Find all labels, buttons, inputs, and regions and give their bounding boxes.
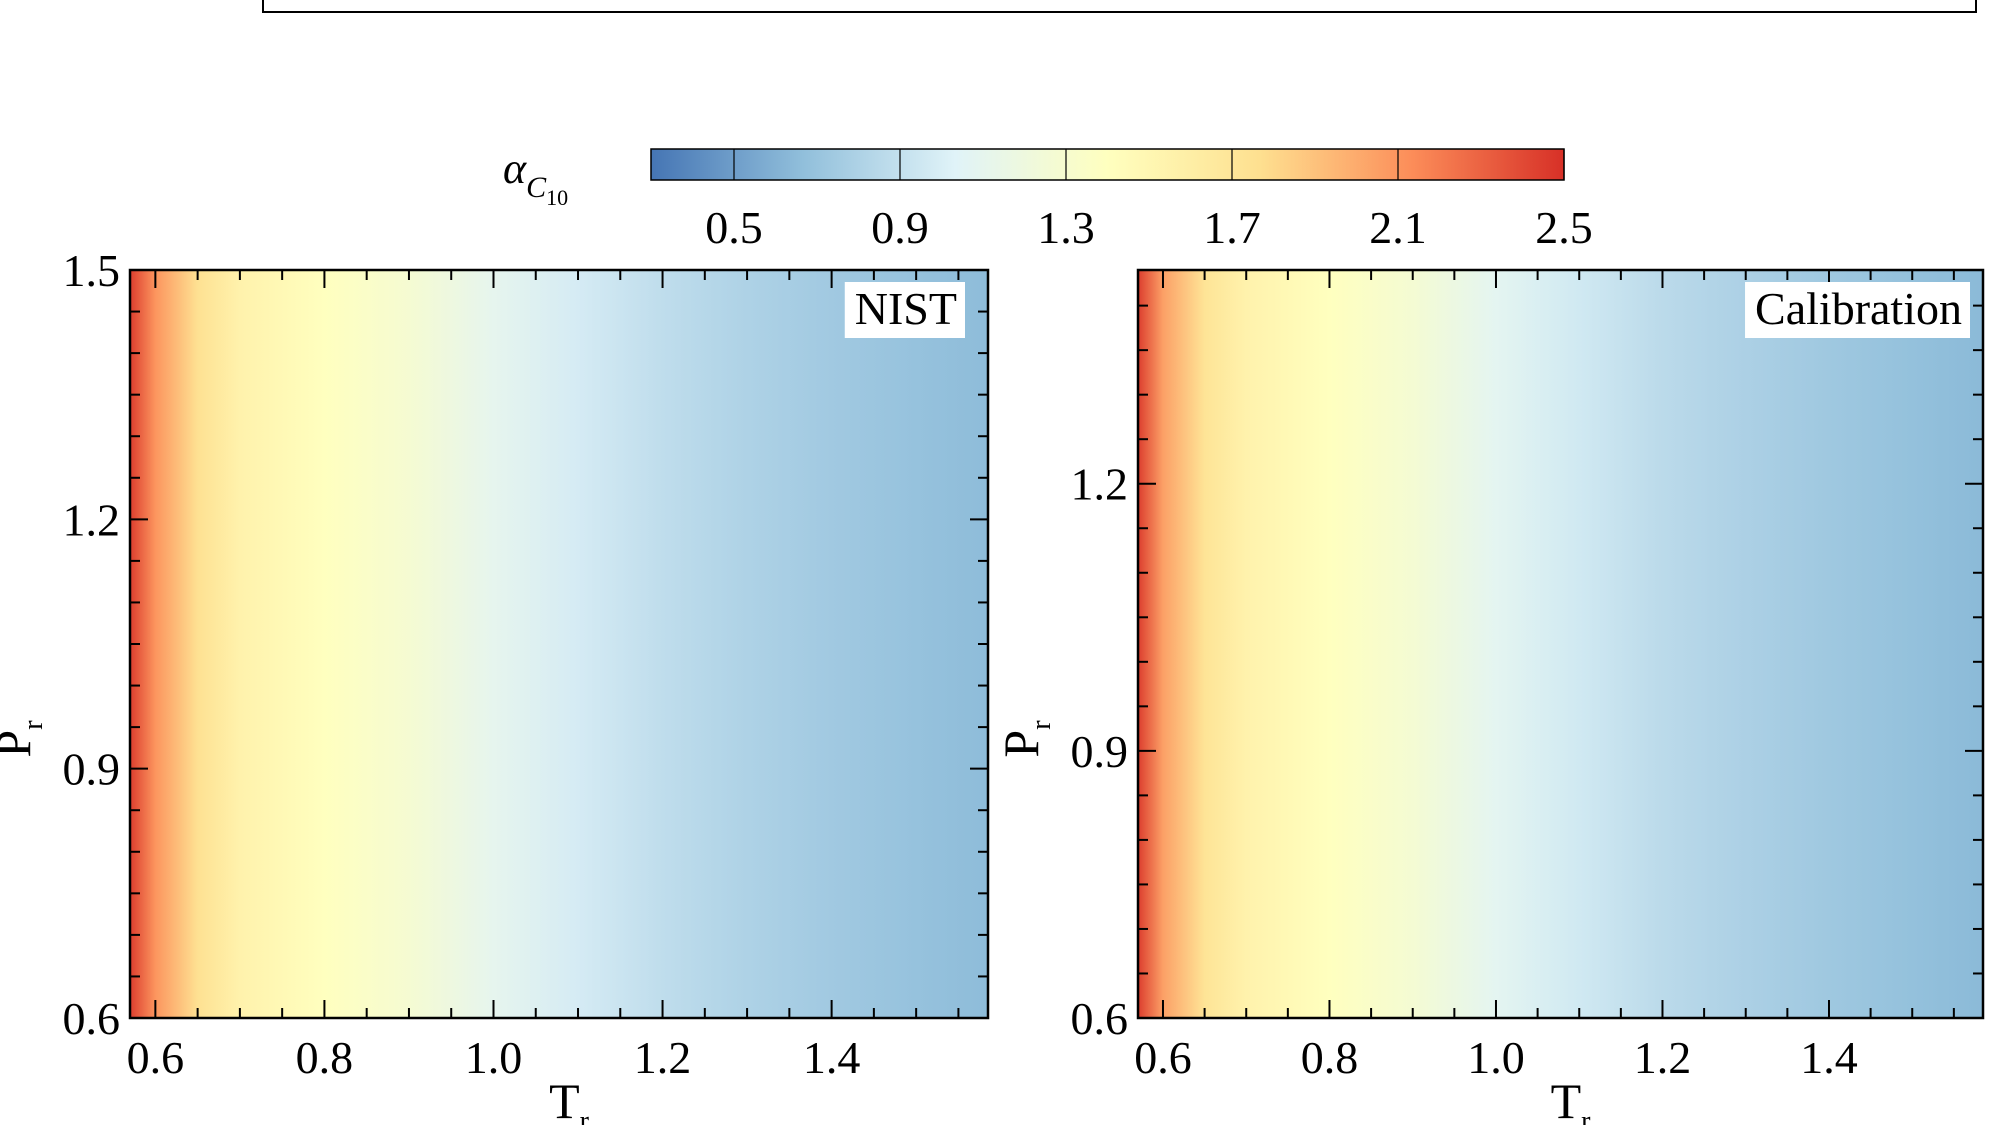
x-tick-label: 0.6 [127,1032,185,1083]
y-tick-label: 0.9 [63,744,121,795]
panel-label-box [1745,282,1970,338]
panel-label: NIST [855,283,957,334]
heatmap-panel-calibration: 0.6 0.8 1.0 1.2 1.40.60.91.2 Calibration Tr … [993,268,1985,1125]
y-tick-label: 0.9 [1071,726,1129,777]
axis-ticks: 0.6 0.8 1.0 1.2 1.4 0.6 0.9 1.2 1.5 [63,245,988,1083]
x-tick-label: 0.6 [1134,1032,1192,1083]
y-tick-label: 0.6 [63,993,121,1044]
x-tick-label: 1.0 [1467,1032,1525,1083]
top-frame [262,0,1977,13]
x-axis-label: Tr [549,1073,590,1125]
colorbar-tick-label: 1.3 [1037,202,1095,253]
x-tick-label: 1.4 [803,1032,861,1083]
colorbar-tick-label: 1.7 [1203,202,1261,253]
axis-ticks: 0.6 0.8 1.0 1.2 1.4 0.6 0.9 1.2 [1071,270,1983,1083]
colorbar-gradient [650,148,1565,181]
panel-label: Calibration [1755,283,1962,334]
colorbar-tick-label: 0.5 [705,202,763,253]
x-tick-label: 0.8 [1301,1032,1359,1083]
y-tick-label: 1.5 [63,245,121,296]
panel-label-box [844,282,965,338]
x-tick-label: 0.8 [296,1032,354,1083]
heatmap-field [1138,270,1983,1018]
colorbar-ticks: 0.5 0.9 1.3 1.7 2.1 2.5 [705,149,1593,253]
y-tick-label: 1.2 [1071,459,1129,510]
x-axis-label: Tr [1551,1073,1592,1125]
colorbar-tick-label: 2.5 [1535,202,1593,253]
x-tick-label: 1.2 [1634,1032,1692,1083]
plot-frame [1136,268,1985,1020]
y-axis-label: Pr [0,720,49,758]
x-tick-label: 1.2 [634,1032,692,1083]
colorbar-tick-label: 2.1 [1369,202,1427,253]
y-tick-label: 0.6 [1071,993,1129,1044]
x-tick-label: 1.4 [1800,1032,1858,1083]
heatmap-field [130,270,988,1018]
x-tick-label: 1.0 [465,1032,523,1083]
colorbar-label: αC10 [503,144,568,210]
y-tick-label: 1.2 [63,494,121,545]
y-axis-label: Pr [993,720,1057,758]
colorbar-tick-label: 0.9 [871,202,929,253]
colorbar: αC10 0.5 0.9 1.3 1.7 2.1 2.5 [503,144,1593,253]
heatmap-panel-nist: 0.6 0.8 1.0 1.2 1.4 0.6 0.9 1.2 1.5 NIST Tr Pr [0,245,990,1125]
